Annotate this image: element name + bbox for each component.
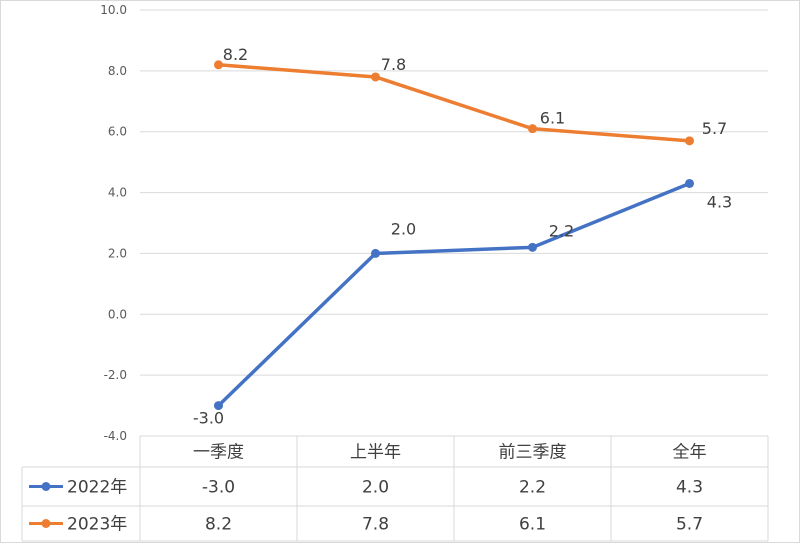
category-label: 上半年 — [350, 443, 401, 463]
y-tick-label: -2.0 — [104, 368, 127, 382]
series-lines — [216, 63, 692, 408]
y-tick-label: 8.0 — [108, 64, 127, 78]
data-point — [214, 401, 223, 411]
series-line — [216, 63, 692, 143]
legend-series-name: 2023年 — [67, 515, 127, 535]
y-tick-label: 4.0 — [108, 186, 127, 200]
data-table: 一季度 上半年 前三季度 全年 2022年 -3.0 2.0 2.2 4.3 2023年 8.2 7.… — [21, 435, 769, 542]
data-point — [371, 248, 380, 258]
legend-series-name: 2022年 — [67, 478, 127, 498]
table-cell-value: 5.7 — [676, 515, 703, 535]
data-point — [528, 124, 537, 134]
data-label: 8.2 — [223, 45, 248, 64]
table-cell-value: 2.2 — [519, 478, 546, 498]
category-label: 前三季度 — [499, 443, 567, 463]
y-tick-label: -4.0 — [104, 429, 127, 443]
data-point — [214, 60, 223, 70]
table-cell-value: 2.0 — [362, 478, 389, 498]
table-cell-value: 7.8 — [362, 515, 389, 535]
data-point — [371, 72, 380, 82]
legend-key-marker — [41, 482, 51, 491]
series-points — [214, 60, 694, 411]
data-label: 6.1 — [540, 109, 565, 128]
table-cell-value: 4.3 — [676, 478, 703, 498]
category-label: 全年 — [673, 443, 707, 463]
y-axis-tick-labels: -4.0 -2.0 0.0 2.0 4.0 6.0 8.0 10.0 — [100, 3, 127, 443]
series-line — [216, 181, 692, 408]
legend-key-marker — [41, 519, 51, 528]
y-tick-label: 10.0 — [100, 3, 127, 17]
table-cell-value: -3.0 — [202, 478, 235, 498]
data-label: -3.0 — [193, 409, 224, 428]
data-labels: -3.0 2.0 2.2 4.3 8.2 7.8 6.1 5.7 — [193, 45, 732, 428]
data-point — [685, 136, 694, 146]
data-label: 2.2 — [549, 221, 574, 240]
y-tick-label: 2.0 — [108, 246, 127, 260]
y-tick-label: 6.0 — [108, 125, 127, 139]
y-tick-label: 0.0 — [108, 307, 127, 321]
data-label: 4.3 — [707, 192, 732, 211]
table-cell-value: 8.2 — [205, 515, 232, 535]
data-label: 5.7 — [702, 119, 727, 138]
table-cell-value: 6.1 — [519, 515, 546, 535]
data-label: 2.0 — [391, 219, 416, 238]
data-point — [528, 242, 537, 252]
data-label: 7.8 — [381, 55, 406, 74]
category-label: 一季度 — [193, 443, 244, 463]
data-point — [685, 178, 694, 188]
gridlines — [140, 9, 768, 376]
